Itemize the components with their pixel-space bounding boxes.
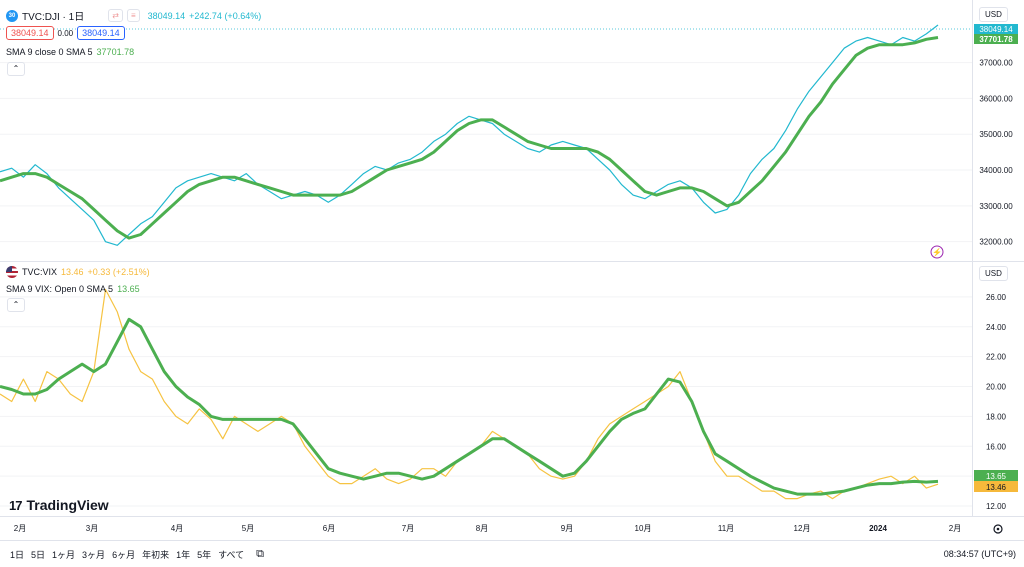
timeframe-1d[interactable]: 1日 xyxy=(10,549,25,560)
lightning-glyph: ⚡ xyxy=(932,247,942,257)
vix-price-line xyxy=(0,288,939,500)
x-tick-label: 2月 xyxy=(14,524,26,533)
tradingview-logo[interactable]: 17 TradingView xyxy=(9,497,109,513)
vix-price: 13.46 xyxy=(61,267,84,277)
gear-icon-center xyxy=(996,527,1000,531)
gear-icon[interactable] xyxy=(993,524,1003,534)
y-tick-label: 33000.00 xyxy=(979,202,1013,211)
price-axis-ticks: 37000.00 36000.00 35000.00 34000.00 33000.00… xyxy=(979,59,1013,511)
bottom-toolbar: 1日 5日 1ヶ月 3ヶ月 6ヶ月 年初来 1年 5年 すべて ⧉ 08:34:… xyxy=(0,540,1024,567)
spread-value: 0.00 xyxy=(57,28,74,38)
dji-symbol-badge: 30 xyxy=(6,9,18,22)
y-tick-label: 16.00 xyxy=(986,442,1007,451)
vix-sma-line xyxy=(0,317,939,496)
x-tick-label: 10月 xyxy=(635,524,652,533)
y-tick-label: 26.00 xyxy=(986,293,1007,302)
vix-sma-label: 13.65 xyxy=(986,472,1007,481)
trade-box: 38049.14 0.00 38049.14 xyxy=(6,26,125,40)
collapse-legend-chevron-up-icon[interactable]: ⌃ xyxy=(7,62,25,76)
dji-currency-button[interactable]: USD xyxy=(979,7,1008,22)
vix-indicator-value: 13.65 xyxy=(117,284,140,294)
timeframe-all[interactable]: すべて xyxy=(218,549,245,560)
dji-price-line xyxy=(0,24,939,246)
x-tick-label: 12月 xyxy=(794,524,811,533)
dji-legend: 30 TVC:DJI · 1日 ⇄ ≡ 38049.14 +242.74 (+0… xyxy=(6,8,261,23)
vix-last-price-label: 13.46 xyxy=(986,483,1007,492)
vix-indicator-name[interactable]: SMA 9 VIX: Open 0 SMA 5 xyxy=(6,284,114,294)
collapse-vix-legend-chevron-up-icon[interactable]: ⌃ xyxy=(7,298,25,312)
y-tick-label: 20.00 xyxy=(986,383,1007,392)
vix-indicator-legend: SMA 9 VIX: Open 0 SMA 5 13.65 xyxy=(6,284,140,294)
lightning-icon xyxy=(930,245,944,259)
compare-icon[interactable]: ⇄ xyxy=(108,9,123,22)
y-tick-label: 22.00 xyxy=(986,353,1007,362)
dji-indicator-value: 37701.78 xyxy=(96,47,135,57)
grid-layer xyxy=(0,62,972,507)
buy-price-button[interactable]: 38049.14 xyxy=(77,26,125,40)
vix-last-price-tag xyxy=(974,481,1018,492)
y-tick-label: 18.00 xyxy=(986,412,1007,421)
y-tick-label: 12.00 xyxy=(986,502,1007,511)
x-tick-label: 8月 xyxy=(476,524,488,533)
timeframe-1m[interactable]: 1ヶ月 xyxy=(52,549,76,560)
timeframe-5y[interactable]: 5年 xyxy=(197,549,212,560)
timeframe-5d[interactable]: 5日 xyxy=(31,549,46,560)
calendar-icon[interactable]: ⧉ xyxy=(256,547,264,560)
time-axis-ticks: 2月 3月 4月 5月 6月 7月 8月 9月 10月 11月 12月 2024 2月 xyxy=(14,524,961,533)
dji-change: +242.74 (+0.64%) xyxy=(189,10,262,21)
dji-indicator-legend: SMA 9 close 0 SMA 5 37701.78 xyxy=(6,47,134,57)
y-tick-label: 24.00 xyxy=(986,323,1007,332)
tradingview-logo-text: TradingView xyxy=(26,497,109,513)
dji-price: 38049.14 xyxy=(147,10,186,21)
timeframe-1y[interactable]: 1年 xyxy=(176,549,191,560)
y-tick-label: 37000.00 xyxy=(979,59,1013,68)
dji-last-price-label: 38049.14 xyxy=(979,25,1013,34)
x-tick-label: 2月 xyxy=(949,524,961,533)
sell-price-button[interactable]: 38049.14 xyxy=(6,26,54,40)
vix-legend: TVC:VIX 13.46 +0.33 (+2.51%) xyxy=(6,266,150,278)
y-tick-label: 34000.00 xyxy=(979,166,1013,175)
timeframe-3m[interactable]: 3ヶ月 xyxy=(82,549,106,560)
dji-symbol-title[interactable]: TVC:DJI · 1日 xyxy=(22,12,85,23)
x-tick-label: 7月 xyxy=(402,524,414,533)
dji-last-price-tag xyxy=(974,24,1018,34)
y-tick-label: 32000.00 xyxy=(979,238,1013,247)
dji-sma-tag xyxy=(974,34,1018,44)
dji-indicator-name[interactable]: SMA 9 close 0 SMA 5 xyxy=(6,47,93,57)
vix-currency-button[interactable]: USD xyxy=(979,266,1008,281)
x-tick-label: 3月 xyxy=(86,524,98,533)
vix-symbol-title[interactable]: TVC:VIX xyxy=(22,267,58,277)
x-tick-label: 11月 xyxy=(718,524,734,533)
x-tick-label: 6月 xyxy=(323,524,335,533)
tradingview-logo-mark: 17 xyxy=(9,497,23,513)
timeframe-ytd[interactable]: 年初来 xyxy=(142,549,170,560)
dji-sma-label: 37701.78 xyxy=(979,35,1013,44)
x-tick-label: 4月 xyxy=(171,524,183,533)
vix-change: +0.33 (+2.51%) xyxy=(87,267,150,277)
us-flag-icon xyxy=(6,266,18,278)
series-layer xyxy=(0,24,972,500)
y-tick-label: 36000.00 xyxy=(979,94,1013,103)
x-tick-label: 5月 xyxy=(242,524,254,533)
y-tick-label: 35000.00 xyxy=(979,130,1013,139)
dji-sma-line xyxy=(0,36,939,240)
x-tick-label: 9月 xyxy=(561,524,573,533)
x-tick-label: 2024 xyxy=(869,524,887,533)
clock-utc[interactable]: 08:34:57 (UTC+9) xyxy=(943,549,1016,559)
chart-canvas[interactable]: 37000.00 36000.00 35000.00 34000.00 33000.00… xyxy=(0,0,1024,540)
vix-sma-tag xyxy=(974,470,1018,481)
timeframe-6m[interactable]: 6ヶ月 xyxy=(112,549,136,560)
indicators-icon[interactable]: ≡ xyxy=(126,9,140,22)
